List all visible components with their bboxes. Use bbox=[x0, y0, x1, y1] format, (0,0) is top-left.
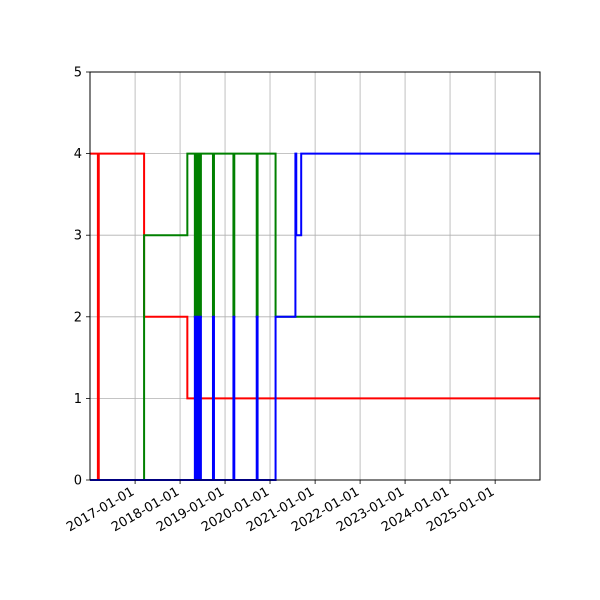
series-group bbox=[90, 152, 540, 481]
series-line-1 bbox=[90, 152, 540, 481]
y-tick-label: 0 bbox=[74, 474, 82, 489]
series-line-3 bbox=[90, 152, 540, 481]
y-tick-label: 4 bbox=[74, 147, 82, 162]
grid bbox=[90, 71, 540, 481]
series-line-2 bbox=[90, 152, 540, 481]
y-tick-label: 5 bbox=[74, 66, 82, 81]
y-tick-label: 3 bbox=[74, 229, 82, 244]
axes: 0123452017-01-012018-01-012019-01-012020… bbox=[64, 66, 497, 536]
y-tick-label: 2 bbox=[74, 310, 82, 325]
y-tick-label: 1 bbox=[74, 392, 82, 407]
